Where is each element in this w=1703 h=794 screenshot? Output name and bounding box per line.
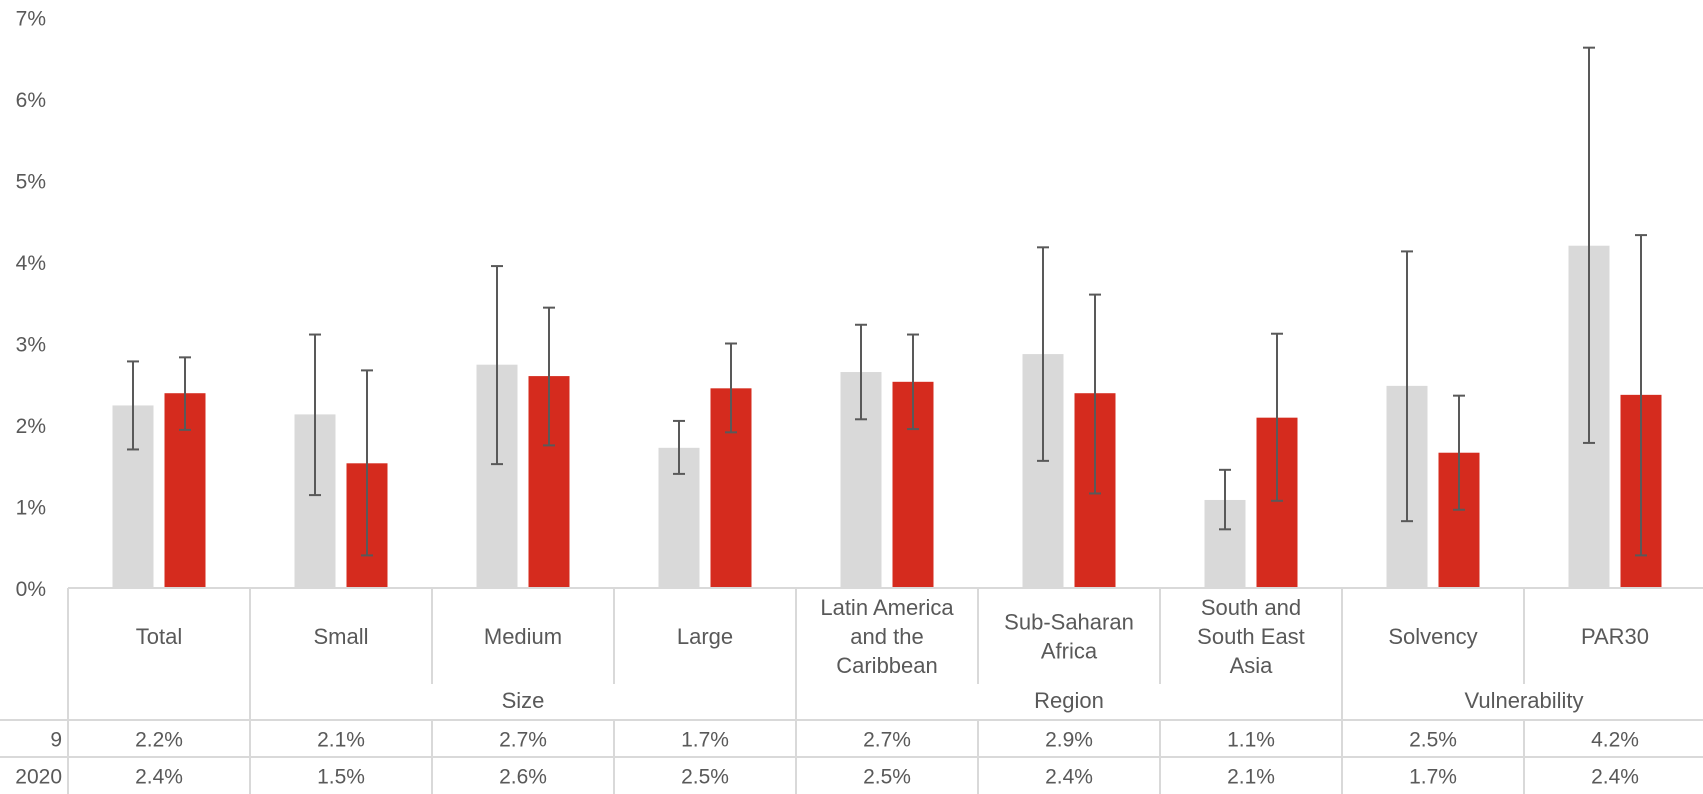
data-label: 2.4%	[1591, 766, 1639, 789]
category-label: Solvency	[1388, 624, 1477, 649]
category-label: Small	[313, 624, 368, 649]
y-tick-label: 3%	[16, 334, 46, 357]
group-label: Size	[502, 688, 545, 713]
category-label: Total	[136, 624, 182, 649]
data-label: 1.7%	[1409, 766, 1457, 789]
y-tick-label: 7%	[16, 8, 46, 31]
y-tick-label: 1%	[16, 497, 46, 520]
category-label: and the	[850, 624, 923, 649]
data-label: 2.5%	[863, 766, 911, 789]
data-label: 2.1%	[1227, 766, 1275, 789]
bars	[112, 245, 1662, 588]
category-label: Asia	[1230, 653, 1274, 678]
category-label: Medium	[484, 624, 562, 649]
data-label: 2.4%	[135, 766, 183, 789]
y-tick-label: 6%	[16, 89, 46, 112]
data-label: 2.6%	[499, 766, 547, 789]
data-label: 1.1%	[1227, 729, 1275, 752]
data-label: 2.7%	[863, 729, 911, 752]
category-label: Caribbean	[836, 653, 938, 678]
data-label: 2.4%	[1045, 766, 1093, 789]
data-label: 2.9%	[1045, 729, 1093, 752]
group-label: Region	[1034, 688, 1104, 713]
y-tick-label: 0%	[16, 578, 46, 601]
category-label: Latin America	[820, 595, 954, 620]
category-label: Sub-Saharan	[1004, 610, 1134, 635]
group-label: Vulnerability	[1464, 688, 1583, 713]
category-label: PAR30	[1581, 624, 1649, 649]
category-label: Large	[677, 624, 733, 649]
series-name: 2020	[15, 766, 62, 789]
data-label: 4.2%	[1591, 729, 1639, 752]
category-label: Africa	[1041, 639, 1098, 664]
y-tick-label: 4%	[16, 252, 46, 275]
data-label: 2.2%	[135, 729, 183, 752]
data-label: 1.7%	[681, 729, 729, 752]
y-tick-label: 2%	[16, 415, 46, 438]
data-label: 2.5%	[681, 766, 729, 789]
data-label: 2.1%	[317, 729, 365, 752]
y-axis: 0% 1% 2% 3% 4% 5% 6% 7%	[16, 8, 46, 602]
data-table: Total Small Medium Large Latin America and th…	[0, 587, 1703, 794]
data-label: 2.5%	[1409, 729, 1457, 752]
y-tick-label: 5%	[16, 171, 46, 194]
data-label: 2.7%	[499, 729, 547, 752]
category-label: South East	[1197, 624, 1305, 649]
error-bars	[127, 46, 1647, 557]
category-label: South and	[1201, 595, 1301, 620]
data-label: 1.5%	[317, 766, 365, 789]
series-name: 9	[50, 729, 62, 752]
